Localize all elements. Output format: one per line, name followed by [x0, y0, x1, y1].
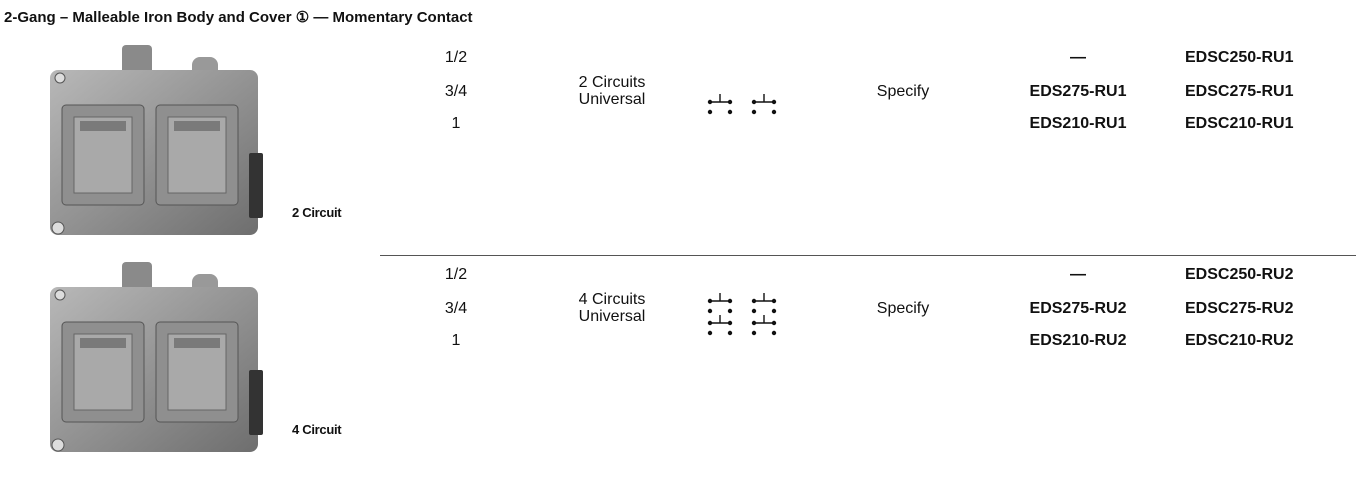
page-title: 2-Gang – Malleable Iron Body and Cover ①…: [4, 9, 473, 26]
catalog-number: EDSC210-RU2: [1185, 332, 1294, 349]
catalog-number: EDSC250-RU1: [1185, 49, 1294, 66]
conduit-size: 1: [451, 115, 461, 132]
conduit-size: 1/2: [444, 266, 468, 283]
catalog-number: EDSC250-RU2: [1185, 266, 1294, 283]
circuit-text: Universal: [578, 91, 646, 108]
catalog-number: —: [1070, 266, 1086, 283]
conduit-size: 3/4: [444, 83, 468, 100]
divider: [380, 255, 1356, 256]
catalog-number: EDSC210-RU1: [1185, 115, 1294, 132]
operator: Specify: [876, 300, 930, 317]
catalog-number: EDSC275-RU2: [1185, 300, 1294, 317]
product-section: 2 Circuit 1/2 3/4 1 2 Circuits Universal Speci…: [0, 45, 1356, 260]
product-section: 4 Circuit 1/2 3/4 1 4 Circuits Universal Speci…: [0, 262, 1356, 477]
catalog-number: EDS275-RU1: [1029, 83, 1127, 100]
image-caption: 2 Circuit: [292, 205, 342, 220]
circuit-text: 2 Circuits: [578, 74, 646, 91]
catalog-number: EDS210-RU2: [1029, 332, 1127, 349]
circuit-text: Universal: [578, 308, 646, 325]
product-image: [50, 45, 263, 235]
conduit-size: 3/4: [444, 300, 468, 317]
catalog-number: —: [1070, 49, 1086, 66]
operator: Specify: [876, 83, 930, 100]
catalog-number: EDS210-RU1: [1029, 115, 1127, 132]
contact-symbol: [707, 94, 777, 115]
conduit-size: 1/2: [444, 49, 468, 66]
circuit-text: 4 Circuits: [578, 291, 646, 308]
contact-symbol: [707, 293, 777, 336]
product-image: [50, 262, 263, 452]
catalog-number: EDSC275-RU1: [1185, 83, 1294, 100]
conduit-size: 1: [451, 332, 461, 349]
image-caption: 4 Circuit: [292, 422, 342, 437]
catalog-number: EDS275-RU2: [1029, 300, 1127, 317]
